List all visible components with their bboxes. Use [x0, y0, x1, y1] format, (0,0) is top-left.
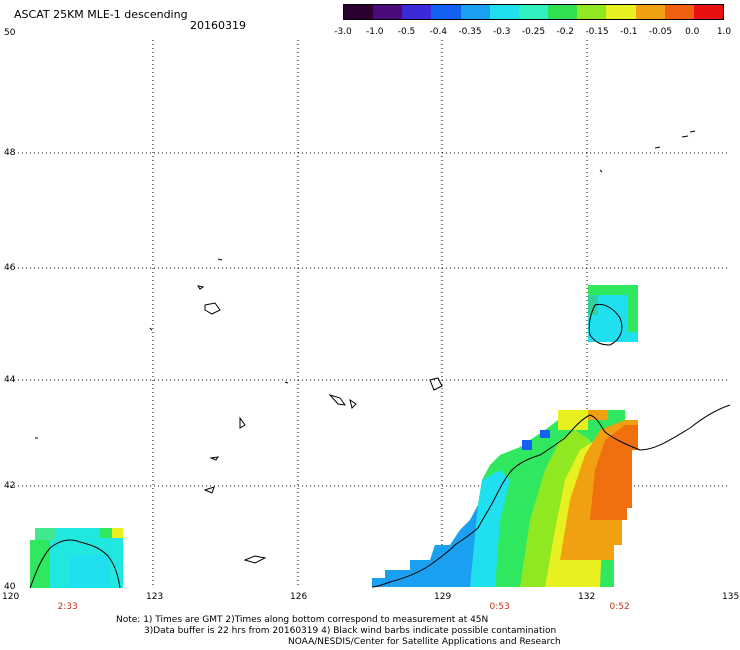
notes: Note: 1) Times are GMT 2)Times along bot…	[116, 615, 561, 648]
colorbar-label: -0.05	[648, 27, 673, 37]
lat-tick-label: 42	[4, 481, 16, 491]
lat-tick-label: 44	[4, 375, 16, 385]
colorbar-label: -0.3	[492, 27, 511, 37]
coastline	[29, 130, 731, 589]
lat-tick-label: 50	[4, 28, 16, 38]
colorbar-label: -0.4	[429, 27, 448, 37]
colorbar-segment	[344, 5, 374, 19]
note-line-2: 3)Data buffer is 22 hrs from 20160319 4)…	[144, 626, 557, 636]
note-line-1: Note: 1) Times are GMT 2)Times along bot…	[116, 615, 489, 625]
lon-tick-label: 135	[722, 592, 740, 602]
colorbar-segment	[431, 5, 461, 19]
colorbar-label: 0.0	[685, 27, 700, 37]
lon-tick-label: 123	[146, 592, 164, 602]
colorbar-label: -3.0	[334, 27, 352, 37]
lon-tick-label: 132	[578, 592, 596, 602]
colorbar-segment	[664, 5, 694, 19]
colorbar-label: -0.5	[397, 27, 416, 37]
pass-time-label: 2:33	[57, 602, 78, 612]
lon-tick-label: 129	[434, 592, 452, 602]
colorbar-segment	[460, 5, 490, 19]
colorbar-segment	[548, 5, 578, 19]
colorbar-label: -0.1	[619, 27, 638, 37]
pass-time-label: 0:52	[609, 602, 630, 612]
swath-west	[30, 528, 123, 588]
colorbar-label: 1.0	[716, 27, 732, 37]
colorbar-segment	[635, 5, 665, 19]
colorbar-segment	[577, 5, 607, 19]
note-line-3: NOAA/NESDIS/Center for Satellite Applica…	[288, 637, 561, 647]
lat-tick-label: 46	[4, 263, 16, 273]
colorbar-segment	[373, 5, 403, 19]
lon-tick-label: 120	[2, 592, 20, 602]
map-date: 20160319	[190, 19, 246, 32]
colorbar-segment	[693, 5, 724, 19]
colorbar-label: -0.15	[585, 27, 609, 37]
colorbar-segment	[489, 5, 519, 19]
colorbar-segment	[518, 5, 549, 19]
colorbar-label: -0.35	[458, 27, 482, 37]
colorbar-segment	[606, 5, 636, 19]
swath-northeast	[588, 285, 638, 342]
colorbar-labels: -3.0 -1.0 -0.5 -0.4 -0.35 -0.3 -0.25 -0.2 -0.15-…	[330, 27, 732, 39]
colorbar-label: -1.0	[365, 27, 384, 37]
colorbar-segment	[402, 5, 432, 19]
colorbar-label: -0.25	[521, 27, 546, 37]
lon-tick-label: 126	[290, 592, 308, 602]
lat-tick-label: 48	[4, 148, 16, 158]
colorbar	[343, 4, 724, 20]
map-title: ASCAT 25KM MLE-1 descending	[14, 8, 188, 21]
lat-tick-label: 40	[4, 582, 16, 592]
pass-time-label: 0:53	[489, 602, 510, 612]
swath-east	[372, 410, 638, 587]
colorbar-label: -0.2	[556, 27, 575, 37]
